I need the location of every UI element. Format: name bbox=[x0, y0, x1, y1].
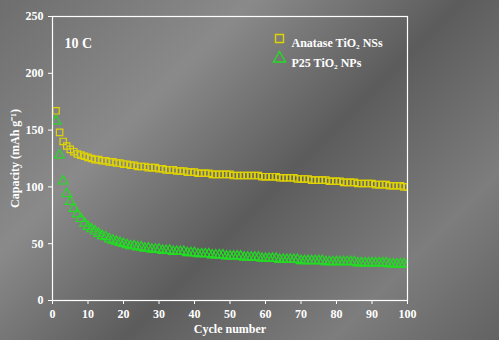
svg-text:10: 10 bbox=[82, 307, 94, 321]
svg-text:100: 100 bbox=[399, 307, 417, 321]
svg-text:0: 0 bbox=[50, 307, 56, 321]
svg-text:20: 20 bbox=[118, 307, 130, 321]
svg-text:Capacity (mAh g⁻¹): Capacity (mAh g⁻¹) bbox=[8, 109, 22, 208]
svg-text:40: 40 bbox=[189, 307, 201, 321]
svg-text:Anatase TiO₂ NSs: Anatase TiO₂ NSs bbox=[292, 36, 384, 50]
svg-text:0: 0 bbox=[38, 293, 44, 307]
svg-text:50: 50 bbox=[224, 307, 236, 321]
svg-text:70: 70 bbox=[295, 307, 307, 321]
svg-text:P25 TiO₂ NPs: P25 TiO₂ NPs bbox=[292, 56, 362, 70]
svg-text:80: 80 bbox=[331, 307, 343, 321]
svg-text:50: 50 bbox=[32, 237, 44, 251]
svg-text:Cycle number: Cycle number bbox=[194, 322, 267, 336]
svg-text:60: 60 bbox=[260, 307, 272, 321]
svg-text:30: 30 bbox=[153, 307, 165, 321]
svg-text:250: 250 bbox=[26, 9, 44, 23]
svg-text:150: 150 bbox=[26, 123, 44, 137]
svg-text:100: 100 bbox=[26, 180, 44, 194]
svg-text:10 C: 10 C bbox=[65, 36, 93, 51]
svg-text:200: 200 bbox=[26, 66, 44, 80]
svg-text:90: 90 bbox=[366, 307, 378, 321]
